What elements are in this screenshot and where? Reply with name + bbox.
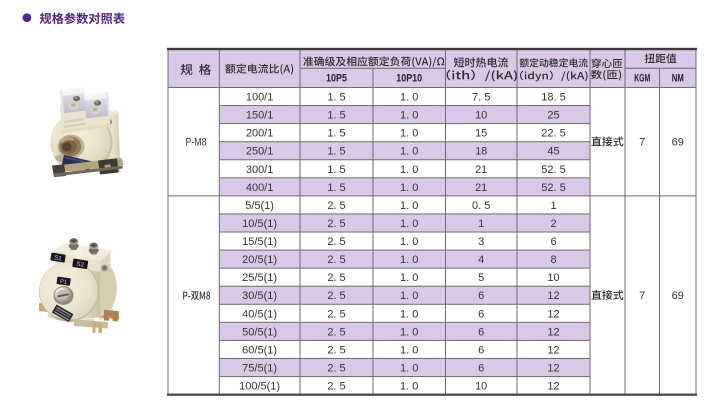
svg-text:1. 5: 1. 5 xyxy=(327,164,345,176)
svg-text:12: 12 xyxy=(547,381,559,393)
svg-text:10/5(1): 10/5(1) xyxy=(242,218,277,230)
svg-text:S1: S1 xyxy=(54,255,63,262)
svg-text:2: 2 xyxy=(550,218,556,230)
svg-text:18. 5: 18. 5 xyxy=(541,92,565,104)
svg-text:7: 7 xyxy=(639,137,645,149)
svg-text:2. 5: 2. 5 xyxy=(327,326,345,338)
svg-text:P-M8: P-M8 xyxy=(186,137,207,149)
svg-text:1. 5: 1. 5 xyxy=(327,110,345,122)
svg-text:12: 12 xyxy=(547,308,559,320)
svg-text:1. 0: 1. 0 xyxy=(400,164,418,176)
svg-text:6: 6 xyxy=(550,236,556,248)
svg-text:7: 7 xyxy=(639,290,645,302)
svg-text:69: 69 xyxy=(672,290,684,302)
svg-text:1. 0: 1. 0 xyxy=(400,128,418,140)
svg-text:1. 0: 1. 0 xyxy=(400,272,418,284)
svg-text:KGM: KGM xyxy=(634,73,650,85)
svg-text:400/1: 400/1 xyxy=(246,182,274,194)
svg-text:10: 10 xyxy=(475,110,487,122)
svg-text:200/1: 200/1 xyxy=(246,128,274,140)
svg-text:6: 6 xyxy=(478,326,484,338)
svg-text:0. 5: 0. 5 xyxy=(472,200,490,212)
svg-text:60/5(1): 60/5(1) xyxy=(242,344,277,356)
svg-text:50/5(1): 50/5(1) xyxy=(242,326,277,338)
svg-text:12: 12 xyxy=(547,363,559,375)
svg-text:2. 5: 2. 5 xyxy=(327,290,345,302)
svg-text:25/5(1): 25/5(1) xyxy=(242,272,277,284)
svg-text:1: 1 xyxy=(550,200,556,212)
svg-text:P1: P1 xyxy=(60,279,68,286)
svg-text:10: 10 xyxy=(547,272,559,284)
svg-text:1: 1 xyxy=(478,218,484,230)
svg-text:100/5(1): 100/5(1) xyxy=(239,381,280,393)
svg-text:250/1: 250/1 xyxy=(246,146,274,158)
svg-text:2. 5: 2. 5 xyxy=(327,308,345,320)
svg-text:7. 5: 7. 5 xyxy=(472,92,490,104)
svg-text:S2: S2 xyxy=(76,261,85,269)
svg-text:300/1: 300/1 xyxy=(246,164,274,176)
svg-text:2. 5: 2. 5 xyxy=(327,381,345,393)
svg-text:75/5(1): 75/5(1) xyxy=(242,363,277,375)
svg-text:21: 21 xyxy=(475,182,487,194)
svg-text:1. 5: 1. 5 xyxy=(327,182,345,194)
svg-text:1. 0: 1. 0 xyxy=(400,218,418,230)
svg-text:2. 5: 2. 5 xyxy=(327,344,345,356)
svg-text:2. 5: 2. 5 xyxy=(327,236,345,248)
svg-text:4: 4 xyxy=(478,254,484,266)
svg-text:1. 0: 1. 0 xyxy=(400,344,418,356)
svg-text:NM: NM xyxy=(672,73,684,85)
svg-text:2. 5: 2. 5 xyxy=(327,200,345,212)
svg-text:1. 0: 1. 0 xyxy=(400,92,418,104)
svg-text:6: 6 xyxy=(478,290,484,302)
svg-text:1. 0: 1. 0 xyxy=(400,326,418,338)
svg-text:1. 0: 1. 0 xyxy=(400,254,418,266)
svg-text:1. 0: 1. 0 xyxy=(400,200,418,212)
svg-text:100/1: 100/1 xyxy=(246,92,274,104)
svg-text:45: 45 xyxy=(547,146,559,158)
svg-text:5: 5 xyxy=(478,272,484,284)
svg-text:1. 5: 1. 5 xyxy=(327,146,345,158)
svg-text:1. 0: 1. 0 xyxy=(400,236,418,248)
svg-text:30/5(1): 30/5(1) xyxy=(242,290,277,302)
svg-text:15/5(1): 15/5(1) xyxy=(242,236,277,248)
svg-text:10P10: 10P10 xyxy=(396,72,422,84)
svg-text:150/1: 150/1 xyxy=(246,110,274,122)
svg-text:1. 0: 1. 0 xyxy=(400,182,418,194)
svg-text:3: 3 xyxy=(478,236,484,248)
svg-text:22. 5: 22. 5 xyxy=(541,128,565,140)
svg-text:18: 18 xyxy=(475,146,487,158)
svg-text:8: 8 xyxy=(550,254,556,266)
svg-text:40/5(1): 40/5(1) xyxy=(242,308,277,320)
svg-text:1. 5: 1. 5 xyxy=(327,128,345,140)
svg-text:1. 0: 1. 0 xyxy=(400,308,418,320)
svg-text:69: 69 xyxy=(672,137,684,149)
svg-text:25: 25 xyxy=(547,110,559,122)
svg-text:1. 0: 1. 0 xyxy=(400,110,418,122)
svg-text:12: 12 xyxy=(547,344,559,356)
svg-text:21: 21 xyxy=(475,164,487,176)
svg-text:6: 6 xyxy=(478,308,484,320)
svg-text:10: 10 xyxy=(475,381,487,393)
svg-text:1. 0: 1. 0 xyxy=(400,363,418,375)
svg-text:5/5(1): 5/5(1) xyxy=(245,200,274,212)
svg-text:6: 6 xyxy=(478,344,484,356)
svg-text:12: 12 xyxy=(547,290,559,302)
svg-text:15: 15 xyxy=(475,128,487,140)
svg-text:52. 5: 52. 5 xyxy=(541,182,565,194)
svg-text:12: 12 xyxy=(547,326,559,338)
svg-text:1. 0: 1. 0 xyxy=(400,290,418,302)
svg-text:1. 0: 1. 0 xyxy=(400,381,418,393)
svg-text:1. 5: 1. 5 xyxy=(327,92,345,104)
svg-text:52. 5: 52. 5 xyxy=(541,164,565,176)
svg-text:2. 5: 2. 5 xyxy=(327,254,345,266)
svg-text:2. 5: 2. 5 xyxy=(327,272,345,284)
svg-text:6: 6 xyxy=(478,363,484,375)
svg-text:1. 0: 1. 0 xyxy=(400,146,418,158)
svg-text:2. 5: 2. 5 xyxy=(327,363,345,375)
svg-text:20/5(1): 20/5(1) xyxy=(242,254,277,266)
svg-text:2. 5: 2. 5 xyxy=(327,218,345,230)
svg-text:10P5: 10P5 xyxy=(326,72,347,84)
